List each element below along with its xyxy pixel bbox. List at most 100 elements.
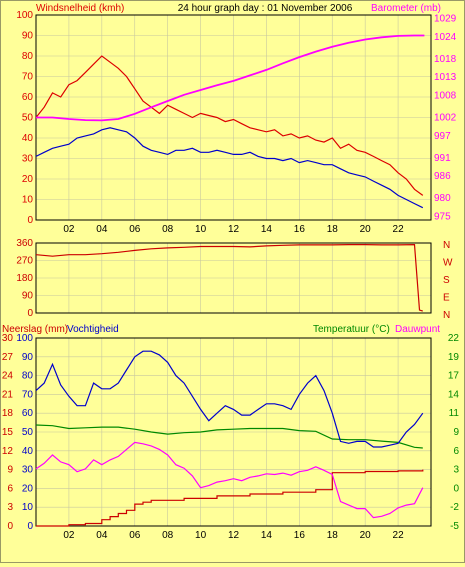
chart3-ytick-temperature: 6 <box>453 446 459 457</box>
chart1-x-axis: 02 04 06 08 10 12 14 16 18 20 22 <box>63 224 404 235</box>
wind-direction-line <box>35 243 423 312</box>
chart2-direction-label: N <box>443 240 450 251</box>
chart1-xtick: 12 <box>228 224 240 235</box>
chart3-ytick-temperature: 11 <box>449 408 460 419</box>
chart1-ylabel-left: Windsnelheid (kmh) <box>36 3 124 14</box>
chart1-xtick: 02 <box>63 224 75 235</box>
chart3-ytick-humidity: 10 <box>22 502 34 513</box>
chart3-ytick-temperature: 3 <box>453 465 459 476</box>
chart3-ylabel-humidity: Vochtigheid <box>67 324 119 335</box>
temperature-line <box>35 424 423 449</box>
chart1-xtick: 20 <box>360 224 372 235</box>
chart1-ytick-right: 1002 <box>434 113 457 124</box>
chart1-xtick: 10 <box>195 224 207 235</box>
chart3-xtick: 04 <box>96 530 108 541</box>
chart2-plot-frame <box>35 242 432 314</box>
chart1-ytick-right: 1018 <box>434 54 457 65</box>
chart1-ytick-left: 80 <box>22 51 34 62</box>
chart2-series <box>35 243 423 312</box>
chart3-ytick-humidity: 50 <box>22 427 34 438</box>
chart3-ytick-temperature: 14 <box>448 389 460 400</box>
chart2-direction-label: S <box>443 275 450 286</box>
chart2-direction-label: W <box>443 258 453 269</box>
chart3-ytick-temperature: -2 <box>450 502 459 513</box>
chart3-grid <box>36 338 431 526</box>
chart3-ytick-humidity: 80 <box>22 371 34 382</box>
chart3-ytick-humidity: 40 <box>22 446 34 457</box>
chart1-ytick-left: 0 <box>27 215 33 226</box>
chart3-series <box>35 350 424 527</box>
chart1-ytick-left: 40 <box>22 133 34 144</box>
rain-line <box>36 469 424 527</box>
chart1-ytick-right: 1024 <box>434 32 457 43</box>
chart3-ytick-temperature: 22 <box>448 333 460 344</box>
chart1-ytick-right: 1008 <box>434 91 457 102</box>
chart1-xtick: 14 <box>261 224 273 235</box>
chart3-xtick: 20 <box>360 530 372 541</box>
chart1-xtick: 04 <box>96 224 108 235</box>
chart3-xtick: 12 <box>228 530 240 541</box>
chart3-x-axis: 02 04 06 08 10 12 14 16 18 20 22 <box>63 530 404 541</box>
chart1-ytick-right: 1029 <box>434 14 457 25</box>
chart1-ytick-right: 980 <box>434 193 451 204</box>
chart1-ytick-right: 1013 <box>434 72 457 83</box>
chart3-ytick-humidity: 30 <box>22 465 34 476</box>
wind-speed-line <box>35 55 424 196</box>
chart3-xtick: 16 <box>294 530 306 541</box>
wind-average-line <box>35 127 424 209</box>
chart3-ytick-rain: 6 <box>7 483 13 494</box>
chart3-ytick-rain: 18 <box>2 408 14 419</box>
dewpoint-line <box>35 441 424 519</box>
chart1-ytick-left: 20 <box>22 174 34 185</box>
chart3-y-axis-temperature: -5 -2 0 3 6 9 11 14 17 19 22 <box>448 333 460 532</box>
chart2-ytick-left: 90 <box>22 291 34 302</box>
chart3-ytick-humidity: 0 <box>27 521 33 532</box>
chart3-y-axis-rain: 0 3 6 9 12 15 18 21 24 27 30 <box>2 333 14 532</box>
chart1-y-axis-left: 0 10 20 30 40 50 60 70 80 90 100 <box>16 10 33 226</box>
chart3-plot-frame <box>35 337 432 527</box>
chart1-ytick-left: 90 <box>22 31 34 42</box>
chart3-ylabel-temperature: Temperatuur (°C) <box>313 324 390 335</box>
chart3-xtick: 18 <box>327 530 339 541</box>
chart2-direction-label: E <box>443 293 450 304</box>
chart1-ytick-left: 60 <box>22 92 34 103</box>
chart3-ytick-humidity: 100 <box>16 333 33 344</box>
chart1-ytick-left: 30 <box>22 154 34 165</box>
chart3-ytick-rain: 0 <box>7 521 13 532</box>
chart1-series <box>35 34 425 209</box>
chart1-ytick-right: 975 <box>434 211 451 222</box>
chart1-xtick: 22 <box>393 224 405 235</box>
chart3-ytick-temperature: 0 <box>453 483 459 494</box>
chart2-ytick-left: 270 <box>16 256 33 267</box>
chart3-xtick: 02 <box>63 530 75 541</box>
chart2-ytick-left: 180 <box>16 273 33 284</box>
chart3-ytick-rain: 3 <box>7 502 13 513</box>
chart1-ytick-left: 100 <box>16 10 33 21</box>
chart3-xtick: 08 <box>162 530 174 541</box>
chart3-ytick-temperature: -5 <box>450 521 459 532</box>
chart2-ytick-left: 0 <box>27 308 33 319</box>
chart3-xtick: 10 <box>195 530 207 541</box>
chart1-grid <box>36 15 431 220</box>
chart1-y-axis-right: 975 980 986 991 997 1002 1008 1013 1018 1024 1029 <box>434 14 457 223</box>
chart3-xtick: 14 <box>261 530 273 541</box>
chart3-ytick-rain: 24 <box>2 371 14 382</box>
chart1-title: 24 hour graph day : 01 November 2006 <box>178 3 353 14</box>
chart3-ytick-humidity: 60 <box>22 408 34 419</box>
chart1-ytick-right: 986 <box>434 171 451 182</box>
chart3-ytick-rain: 9 <box>7 465 13 476</box>
chart3-ytick-humidity: 90 <box>22 352 34 363</box>
chart3-ytick-humidity: 70 <box>22 389 34 400</box>
chart1-xtick: 16 <box>294 224 306 235</box>
chart1-ytick-right: 991 <box>434 153 451 164</box>
barometer-line <box>36 34 425 122</box>
chart3-y-axis-humidity: 0 10 20 30 40 50 60 70 80 90 100 <box>16 333 33 532</box>
chart3-ytick-rain: 15 <box>2 427 14 438</box>
chart3-ytick-rain: 30 <box>2 333 14 344</box>
chart3-ytick-rain: 12 <box>2 446 14 457</box>
chart3-xtick: 22 <box>393 530 405 541</box>
humidity-line <box>35 350 424 448</box>
